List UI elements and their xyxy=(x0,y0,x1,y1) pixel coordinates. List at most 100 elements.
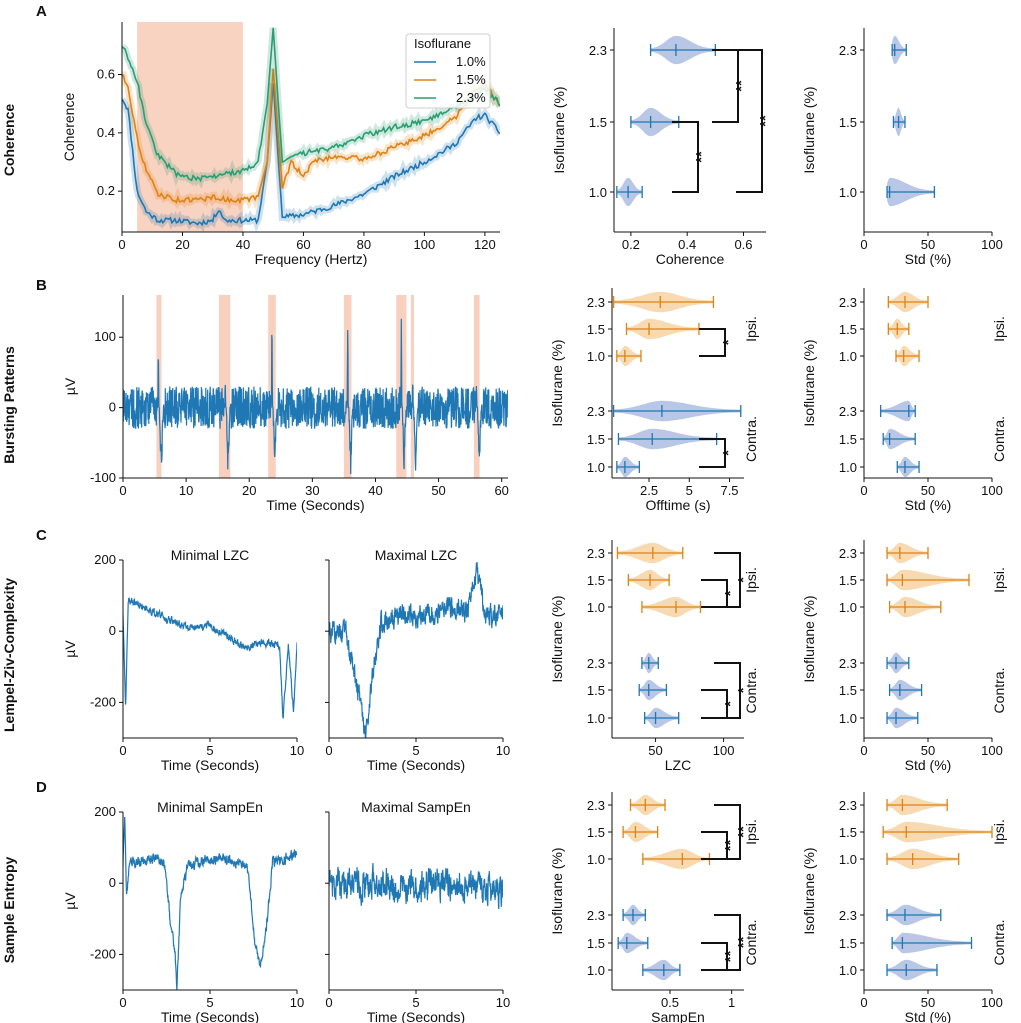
y-tick-label: -200 xyxy=(90,946,116,961)
y-tick-label: 1.0 xyxy=(839,963,857,978)
y-tick-label: 1.0 xyxy=(587,963,605,978)
x-tick-label: 120 xyxy=(474,237,496,252)
y-axis-label: µV xyxy=(62,892,78,910)
y-tick-label: 1.5 xyxy=(839,936,857,951)
x-tick-label: 40 xyxy=(368,483,382,498)
y-axis-label: Isoflurane (%) xyxy=(549,847,565,934)
x-tick-label: 100 xyxy=(713,743,735,758)
x-axis-label: LZC xyxy=(665,757,691,773)
significance-bracket xyxy=(714,552,741,608)
y-tick-label: 2.3 xyxy=(839,656,857,671)
y-tick-label: -100 xyxy=(90,470,116,485)
panel-letter-d: D xyxy=(36,779,47,796)
significance-label: * xyxy=(722,590,739,596)
violin-group-Ipsi. xyxy=(882,794,993,870)
y-tick-label: 1.0 xyxy=(839,711,857,726)
y-axis-label: Isoflurane (%) xyxy=(551,86,567,173)
y-tick-label: 2.3 xyxy=(839,546,857,561)
x-tick-label: 50 xyxy=(431,483,445,498)
x-tick-label: 0 xyxy=(325,995,332,1010)
significance-bracket xyxy=(672,121,699,193)
significance-label: ** xyxy=(722,840,739,852)
x-tick-label: 60 xyxy=(296,237,310,252)
x-tick-label: 7.5 xyxy=(720,483,738,498)
x-tick-label: 0 xyxy=(860,483,867,498)
y-tick-label: 1.5 xyxy=(587,432,605,447)
y-axis-label: Isoflurane (%) xyxy=(801,595,817,682)
x-tick-label: 5 xyxy=(206,743,213,758)
y-tick-label: 0 xyxy=(109,400,116,415)
x-tick-label: 40 xyxy=(236,237,250,252)
x-tick-label: 10 xyxy=(496,743,510,758)
side-label: Contra. xyxy=(991,668,1007,714)
violin-group-Contra. xyxy=(617,904,681,981)
x-tick-label: 0 xyxy=(860,995,867,1010)
violin-group-Ipsi. xyxy=(887,291,929,367)
row-title-sampen: Sample Entropy xyxy=(1,857,17,964)
x-tick-label: 20 xyxy=(242,483,256,498)
x-tick-label: 10 xyxy=(290,743,304,758)
y-axis-label: µV xyxy=(62,640,78,658)
x-tick-label: 0 xyxy=(119,995,126,1010)
x-tick-label: 0.2 xyxy=(622,237,640,252)
x-tick-label: 0 xyxy=(119,483,126,498)
eeg-trace xyxy=(329,561,503,738)
violin-group-Contra. xyxy=(886,652,923,729)
significance-label: ** xyxy=(722,951,739,963)
violin-group-Contra. xyxy=(879,400,920,478)
y-tick-label: 1.5 xyxy=(839,825,857,840)
significance-label: * xyxy=(735,577,752,583)
y-tick-label: 2.3 xyxy=(839,43,857,58)
y-axis-label: Isoflurane (%) xyxy=(801,86,817,173)
y-tick-label: 2.3 xyxy=(587,295,605,310)
y-tick-label: 2.3 xyxy=(839,798,857,813)
trace-title: Minimal SampEn xyxy=(157,799,263,815)
side-label: Ipsi. xyxy=(743,567,759,593)
y-tick-label: 2.3 xyxy=(839,908,857,923)
side-label: Ipsi. xyxy=(991,819,1007,845)
y-axis-label: Isoflurane (%) xyxy=(801,847,817,934)
y-tick-label: 1.0 xyxy=(587,852,605,867)
x-axis-label: Coherence xyxy=(656,251,725,267)
side-label: Contra. xyxy=(991,416,1007,462)
violin-group-Contra. xyxy=(612,400,742,478)
significance-label: ** xyxy=(757,115,774,127)
y-tick-label: 1.5 xyxy=(589,115,607,130)
y-axis-label: µV xyxy=(62,377,78,395)
significance-label: * xyxy=(722,701,739,707)
x-tick-label: 100 xyxy=(981,995,1003,1010)
y-tick-label: 1.5 xyxy=(587,936,605,951)
eeg-trace xyxy=(123,596,297,719)
x-axis-label: Time (Seconds) xyxy=(161,1009,259,1023)
side-label: Ipsi. xyxy=(991,567,1007,593)
y-tick-label: 1.5 xyxy=(587,825,605,840)
significance-bracket xyxy=(736,49,763,193)
x-tick-label: 10 xyxy=(496,995,510,1010)
x-tick-label: 0 xyxy=(119,743,126,758)
legend-entry: 2.3% xyxy=(456,90,486,105)
violin-group-main xyxy=(886,35,936,207)
side-label: Contra. xyxy=(743,416,759,462)
significance-label: * xyxy=(720,339,737,345)
y-tick-label: 200 xyxy=(94,552,116,567)
y-tick-label: 1.5 xyxy=(839,573,857,588)
burst-interval-highlight xyxy=(218,295,231,478)
violin-group-Ipsi. xyxy=(622,794,711,870)
violin-group-Contra. xyxy=(886,904,973,981)
side-label: Contra. xyxy=(743,668,759,714)
significance-label: ** xyxy=(735,826,752,838)
y-axis-label: Isoflurane (%) xyxy=(549,595,565,682)
x-axis-label: Time (Seconds) xyxy=(161,757,259,773)
row-title-bursting: Bursting Patterns xyxy=(1,346,17,464)
x-tick-label: 50 xyxy=(921,995,935,1010)
significance-bracket xyxy=(714,914,741,971)
x-tick-label: 0 xyxy=(860,743,867,758)
x-tick-label: 5 xyxy=(412,995,419,1010)
legend-title: Isoflurane xyxy=(414,36,471,51)
y-tick-label: 1.0 xyxy=(587,460,605,475)
x-tick-label: 80 xyxy=(357,237,371,252)
eeg-trace xyxy=(123,816,297,990)
y-tick-label: 0.4 xyxy=(97,125,115,140)
significance-label: ** xyxy=(693,151,710,163)
